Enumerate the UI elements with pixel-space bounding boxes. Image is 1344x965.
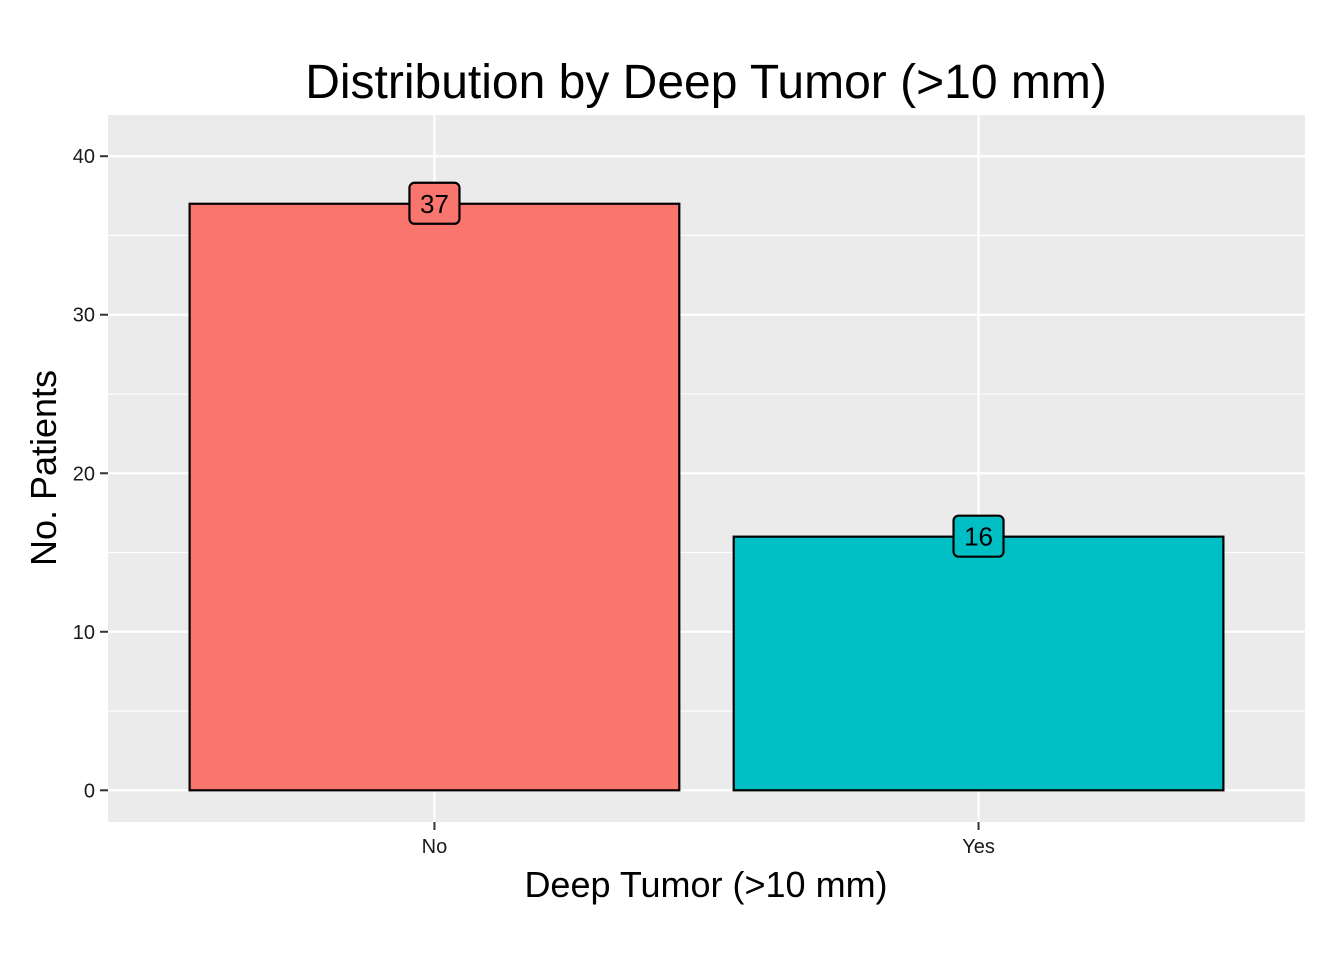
data-label-yes: 16 bbox=[952, 514, 1005, 558]
y-axis-title: No. Patients bbox=[23, 370, 64, 566]
y-tick-label: 0 bbox=[84, 780, 95, 802]
x-tick-label: No bbox=[422, 836, 448, 858]
x-axis: No Yes bbox=[422, 822, 995, 858]
y-tick-label: 10 bbox=[73, 622, 95, 644]
x-tick-label: Yes bbox=[962, 836, 995, 858]
data-label-box bbox=[952, 514, 1005, 558]
y-axis: 0 10 20 30 40 bbox=[73, 146, 108, 802]
x-axis-title: Deep Tumor (>10 mm) bbox=[524, 864, 887, 905]
y-tick-label: 40 bbox=[73, 146, 95, 168]
data-label-no: 37 bbox=[408, 181, 461, 225]
data-label-value: 16 bbox=[964, 522, 993, 552]
data-labels: 37 16 bbox=[408, 181, 1005, 558]
bar-yes bbox=[732, 535, 1225, 792]
bars bbox=[188, 202, 1225, 792]
chart-title: Distribution by Deep Tumor (>10 mm) bbox=[305, 56, 1107, 109]
y-tick-label: 30 bbox=[73, 305, 95, 327]
y-tick-label: 20 bbox=[73, 463, 95, 485]
data-label-value: 37 bbox=[420, 189, 449, 219]
bar-no bbox=[188, 202, 681, 792]
data-label-box bbox=[408, 181, 461, 225]
